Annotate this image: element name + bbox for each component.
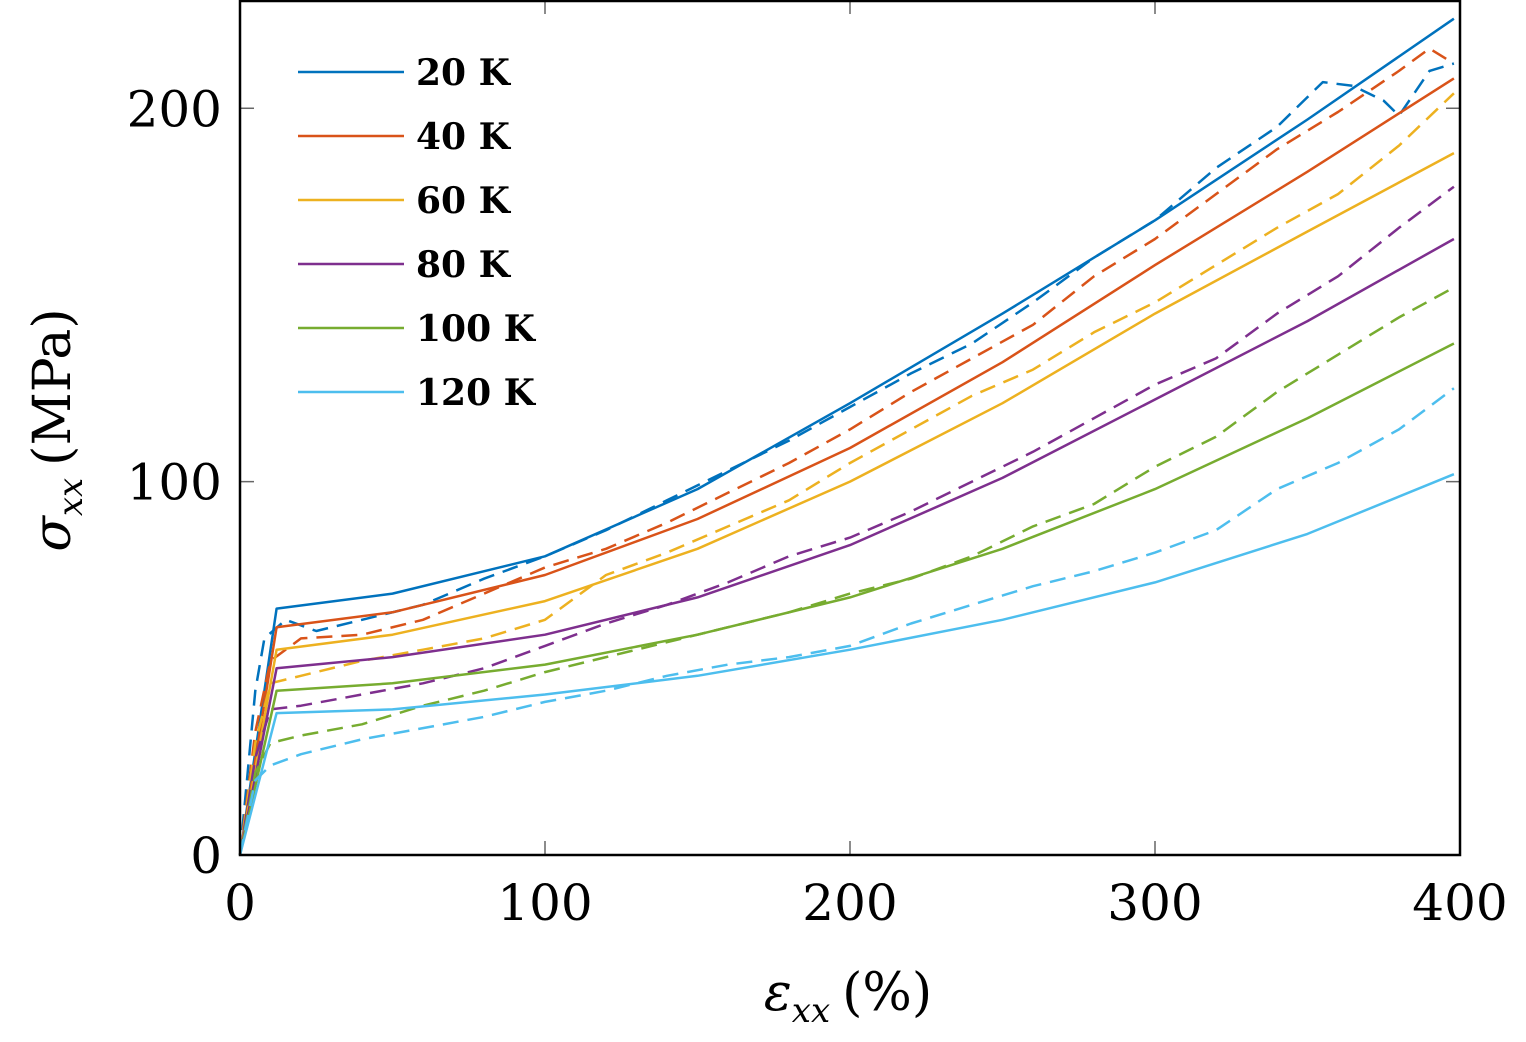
legend: 20 K 40 K 60 K 80 K 100 K 120 K <box>298 52 537 414</box>
x-tick-label-1: 100 <box>497 874 592 932</box>
legend-label-40k: 40 K <box>416 116 512 158</box>
x-tick-label-0: 0 <box>224 874 256 932</box>
legend-label-120k: 120 K <box>416 372 537 414</box>
y-axis-label-symbol: σ <box>23 515 83 552</box>
series-20k-model-line <box>238 17 1455 856</box>
series-100k-model-line <box>238 342 1455 856</box>
x-axis-label-unit: (%) <box>842 963 932 1023</box>
y-axis-label: σxx (MPa) <box>23 308 91 551</box>
series-120k-model-line <box>238 473 1455 856</box>
series-80k-model-line <box>238 237 1455 856</box>
series-60k-model-line <box>238 151 1455 856</box>
y-tick-label-2: 200 <box>127 80 222 138</box>
x-axis-label: εxx (%) <box>764 963 932 1031</box>
series-120k-experiment-line <box>238 387 1455 856</box>
series-80k-experiment-line <box>238 185 1455 856</box>
x-axis-label-symbol: ε <box>764 963 792 1023</box>
tick-layer: 0 100 200 300 400 0 100 200 <box>127 0 1508 932</box>
x-axis-label-subscript: xx <box>792 991 830 1031</box>
y-tick-label-1: 100 <box>127 454 222 512</box>
y-axis-label-unit: (MPa) <box>23 308 83 465</box>
x-tick-label-3: 300 <box>1107 874 1202 932</box>
legend-label-20k: 20 K <box>416 52 512 94</box>
x-tick-label-4: 400 <box>1412 874 1507 932</box>
series-20k-experiment-line <box>238 62 1455 856</box>
plot-frame <box>238 0 1462 857</box>
y-tick-label-0: 0 <box>190 827 222 885</box>
x-tick-label-2: 200 <box>802 874 897 932</box>
series-layer <box>238 17 1455 856</box>
y-axis-label-subscript: xx <box>51 478 91 516</box>
series-40k-model-line <box>238 77 1455 856</box>
legend-label-100k: 100 K <box>416 308 537 350</box>
legend-label-80k: 80 K <box>416 244 512 286</box>
legend-label-60k: 60 K <box>416 180 512 222</box>
series-40k-experiment-line <box>238 47 1455 856</box>
series-60k-experiment-line <box>238 92 1455 856</box>
